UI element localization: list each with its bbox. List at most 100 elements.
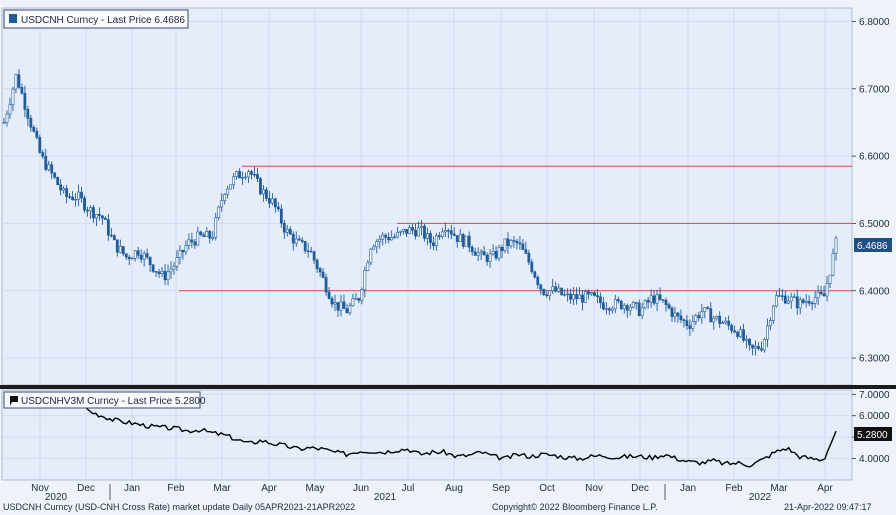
candle-body <box>312 251 316 261</box>
candle-body <box>616 299 620 302</box>
candle-body <box>115 239 119 253</box>
price-panel <box>1 7 853 386</box>
candle-body <box>327 291 331 299</box>
candle-body <box>253 174 256 176</box>
panel-divider[interactable] <box>0 385 896 389</box>
candle-body <box>303 241 307 252</box>
legend-flag-icon <box>10 396 18 406</box>
candle-body <box>637 302 641 316</box>
candle-body <box>420 225 423 229</box>
candle-body <box>572 294 575 300</box>
candle-body <box>461 234 465 247</box>
candle-body <box>497 247 501 259</box>
candle-body <box>56 177 60 186</box>
candle-body <box>521 243 525 250</box>
x-tick-label: Jan <box>124 483 140 494</box>
candle-body <box>601 302 605 310</box>
candle-body <box>202 234 206 237</box>
candle-body <box>429 233 432 243</box>
price-legend[interactable]: USDCNH Curncy - Last Price 6.4686 <box>3 9 189 29</box>
candle-body <box>748 338 751 346</box>
candle-body <box>50 164 54 174</box>
candle-body <box>625 305 629 311</box>
candle-body <box>103 217 107 220</box>
candle-body <box>154 271 158 273</box>
candle-body <box>199 231 203 236</box>
footer-timestamp: 21-Apr-2022 09:47:17 <box>784 502 872 512</box>
candle-body <box>118 246 122 253</box>
candle-body <box>745 338 748 341</box>
candle-body <box>187 239 191 246</box>
candle-body <box>259 178 262 195</box>
candle-body <box>41 152 45 157</box>
candle-body <box>527 253 531 263</box>
y-tick-label: 4.0000 <box>859 454 890 465</box>
y-tick-label: 6.7000 <box>859 84 890 95</box>
candle-body <box>604 308 608 310</box>
candle-body <box>29 117 33 128</box>
candle-body <box>68 196 72 198</box>
candle-body <box>101 215 104 219</box>
footer: USDCNH Curncy (USD-CNH Cross Rate) marke… <box>0 501 896 515</box>
x-year-label: 2020 <box>45 492 68 503</box>
candle-body <box>763 339 766 351</box>
candle-body <box>575 294 578 300</box>
price-candles <box>2 69 838 356</box>
candle-body <box>742 329 745 341</box>
volatility-legend[interactable]: USDCNHV3M Curncy - Last Price 5.2800 <box>3 391 206 409</box>
x-tick-label: Apr <box>261 483 277 494</box>
y-tick-label: 6.4000 <box>859 286 890 297</box>
candle-body <box>500 247 504 251</box>
candle-body <box>184 245 188 253</box>
candle-body <box>387 237 391 241</box>
candle-body <box>208 231 212 239</box>
candle-body <box>175 257 179 267</box>
x-tick-label: Mar <box>770 483 788 494</box>
candle-body <box>339 301 343 311</box>
candle-body <box>17 74 21 88</box>
x-tick-label: Oct <box>539 483 555 494</box>
candle-body <box>780 295 784 297</box>
candle-body <box>700 311 704 319</box>
candle-body <box>279 208 283 224</box>
candle-body <box>771 305 775 321</box>
candle-body <box>786 300 790 304</box>
candle-body <box>452 233 456 236</box>
candle-body <box>691 321 695 329</box>
candle-body <box>739 329 742 337</box>
y-tick-label: 6.0000 <box>859 411 890 422</box>
candle-body <box>688 325 692 329</box>
candle-body <box>530 261 534 273</box>
y-tick-label: 6.5000 <box>859 219 890 230</box>
candle-body <box>196 231 200 246</box>
candle-body <box>437 235 441 238</box>
candle-body <box>268 198 271 204</box>
candle-body <box>718 315 722 324</box>
candle-body <box>106 219 110 236</box>
candle-body <box>414 229 417 237</box>
candle-body <box>488 253 492 262</box>
candle-body <box>393 236 397 239</box>
candle-body <box>318 268 322 273</box>
candle-body <box>417 227 420 237</box>
candle-body <box>819 291 823 295</box>
candle-body <box>136 250 140 256</box>
candle-body <box>491 251 495 255</box>
candle-body <box>631 302 635 308</box>
price-last-tag: 6.4686 <box>854 238 892 252</box>
candle-body <box>142 253 146 260</box>
candle-body <box>774 295 778 307</box>
candle-body <box>509 240 513 247</box>
x-tick-label: Nov <box>31 483 49 494</box>
candle-body <box>181 249 185 253</box>
candle-body <box>733 330 737 333</box>
candle-body <box>74 198 77 201</box>
volatility-line <box>3 392 837 468</box>
candle-body <box>822 293 826 297</box>
candle-body <box>789 296 793 302</box>
candle-body <box>20 87 24 94</box>
candle-body <box>300 239 304 242</box>
candle-body <box>321 271 325 278</box>
candle-body <box>685 320 689 326</box>
candle-body <box>754 346 757 349</box>
